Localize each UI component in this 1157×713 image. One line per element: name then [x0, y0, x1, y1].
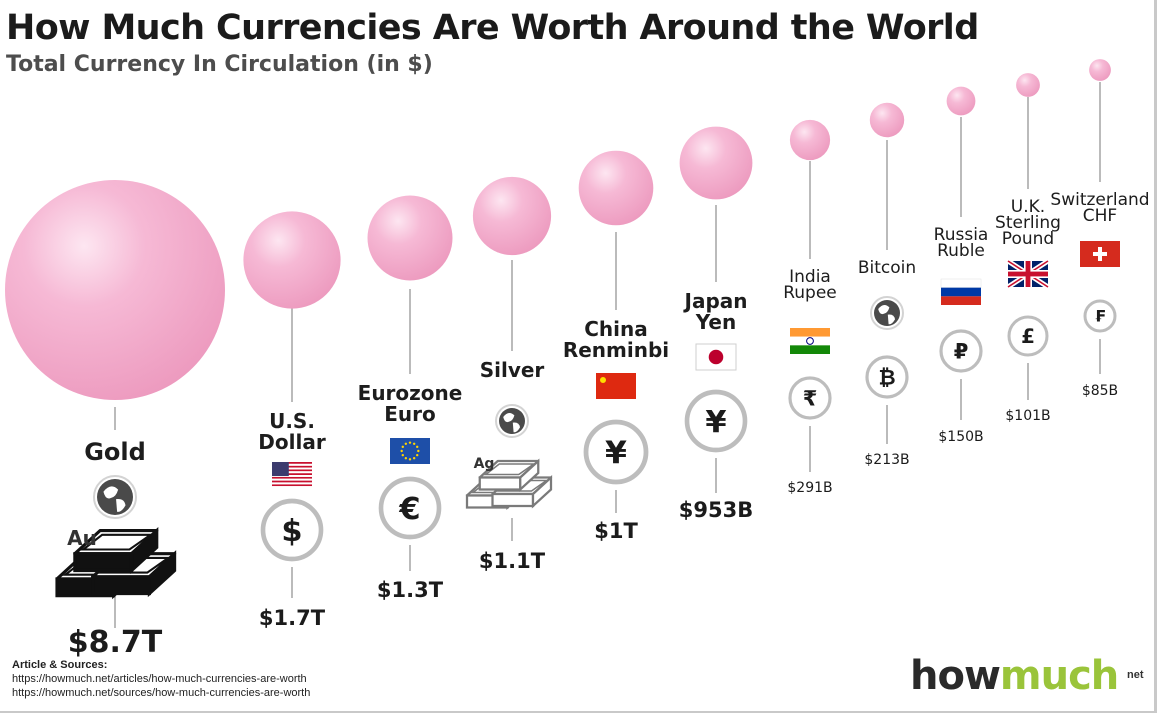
flag-ch-icon [1080, 241, 1120, 267]
sources-heading: Article & Sources: [12, 659, 108, 671]
currency-symbol-icon: ¥ [583, 419, 649, 485]
svg-text:€: € [398, 492, 420, 527]
gold-bars-icon [55, 527, 177, 600]
value-label-u-s-dollar: $1.7T [259, 606, 326, 630]
bubble-eurozone-euro [367, 195, 453, 281]
bubble-u-s-dollar [243, 211, 341, 309]
flag-ru-icon [940, 278, 982, 305]
source-link[interactable]: https://howmuch.net/sources/how-much-cur… [12, 687, 311, 699]
value-label-silver: $1.1T [479, 549, 546, 573]
globe-icon [870, 296, 904, 330]
frame-border-bottom [0, 711, 1157, 713]
bubble-u-k-sterling-pound [1016, 73, 1040, 97]
category-label-japan-yen: Yen [695, 310, 736, 334]
globe-icon [495, 404, 529, 438]
value-label-russia-ruble: $150B [938, 429, 983, 445]
bubble-bitcoin [869, 102, 905, 138]
metal-symbol-label: Ag [474, 456, 495, 472]
value-label-china-renminbi: $1T [594, 519, 638, 543]
metal-symbol-label: Au [67, 526, 97, 550]
value-label-eurozone-euro: $1.3T [377, 578, 444, 602]
value-label-bitcoin: $213B [864, 452, 909, 468]
category-label-silver: Silver [480, 358, 545, 382]
category-label-bitcoin: Bitcoin [858, 258, 916, 278]
currency-symbol-icon: ₣ [1083, 299, 1117, 333]
category-label-gold: Gold [84, 438, 146, 466]
logo-part-how: how [910, 653, 1001, 699]
value-label-gold: $8.7T [68, 625, 163, 660]
svg-text:₽: ₽ [954, 340, 969, 364]
value-label-japan-yen: $953B [679, 498, 753, 522]
bubble-china-renminbi [578, 150, 654, 226]
category-label-u-s-dollar: Dollar [258, 430, 326, 454]
sources-block: Article & Sources: https://howmuch.net/a… [12, 658, 310, 700]
category-label-china-renminbi: China [584, 317, 648, 341]
category-label-u-k-sterling-pound: Pound [1002, 229, 1054, 249]
currency-symbol-icon: ₹ [788, 376, 832, 420]
value-label-switzerland-chf: $85B [1082, 383, 1118, 399]
currency-symbol-icon: ₿ [865, 355, 909, 399]
category-label-china-renminbi: Renminbi [563, 338, 669, 362]
value-label-india-rupee: $291B [787, 480, 832, 496]
category-label-india-rupee: Rupee [783, 283, 837, 303]
bubble-gold [5, 180, 225, 400]
howmuch-logo[interactable]: howmuch [910, 653, 1119, 699]
category-label-switzerland-chf: Switzerland [1050, 190, 1149, 210]
logo-part-much: much [999, 653, 1119, 699]
flag-jp-icon [695, 343, 737, 371]
flag-uk-icon [1006, 258, 1050, 290]
svg-text:¥: ¥ [605, 435, 627, 471]
category-label-switzerland-chf: CHF [1083, 206, 1117, 226]
bubble-russia-ruble [946, 86, 976, 116]
svg-text:£: £ [1021, 324, 1035, 348]
logo-net-suffix: net [1127, 669, 1144, 681]
svg-text:₣: ₣ [1095, 307, 1106, 326]
silver-bars-icon [465, 458, 553, 511]
category-label-u-k-sterling-pound: Sterling [995, 213, 1061, 233]
category-label-russia-ruble: Ruble [937, 241, 985, 261]
svg-text:¥: ¥ [705, 405, 726, 440]
category-label-india-rupee: India [789, 267, 831, 287]
currency-symbol-icon: ₽ [939, 329, 983, 373]
bubble-switzerland-chf [1089, 59, 1111, 81]
currency-symbol-icon: € [378, 476, 442, 540]
category-label-japan-yen: Japan [683, 289, 748, 313]
svg-text:₹: ₹ [803, 387, 818, 411]
flag-cn-icon [596, 373, 636, 399]
value-label-u-k-sterling-pound: $101B [1005, 408, 1050, 424]
category-label-eurozone-euro: Euro [384, 402, 436, 426]
category-label-russia-ruble: Russia [934, 225, 989, 245]
currency-symbol-icon: $ [260, 498, 324, 562]
flag-eu-icon [390, 438, 430, 464]
svg-text:$: $ [281, 514, 302, 549]
bubble-silver [472, 176, 552, 256]
currency-symbol-icon: £ [1007, 315, 1049, 357]
svg-text:₿: ₿ [878, 366, 895, 390]
source-link[interactable]: https://howmuch.net/articles/how-much-cu… [12, 673, 307, 685]
currency-symbol-icon: ¥ [684, 389, 748, 453]
chart-title: How Much Currencies Are Worth Around the… [6, 8, 979, 48]
chart-subtitle: Total Currency In Circulation (in $) [6, 52, 433, 77]
category-label-eurozone-euro: Eurozone [358, 381, 463, 405]
frame-border-right [1154, 0, 1157, 713]
category-label-u-s-dollar: U.S. [269, 409, 315, 433]
globe-icon [93, 475, 137, 519]
category-label-u-k-sterling-pound: U.K. [1011, 197, 1045, 217]
flag-us-icon [272, 462, 312, 488]
bubble-india-rupee [789, 119, 831, 161]
flag-in-icon [790, 328, 830, 354]
bubble-japan-yen [679, 126, 753, 200]
